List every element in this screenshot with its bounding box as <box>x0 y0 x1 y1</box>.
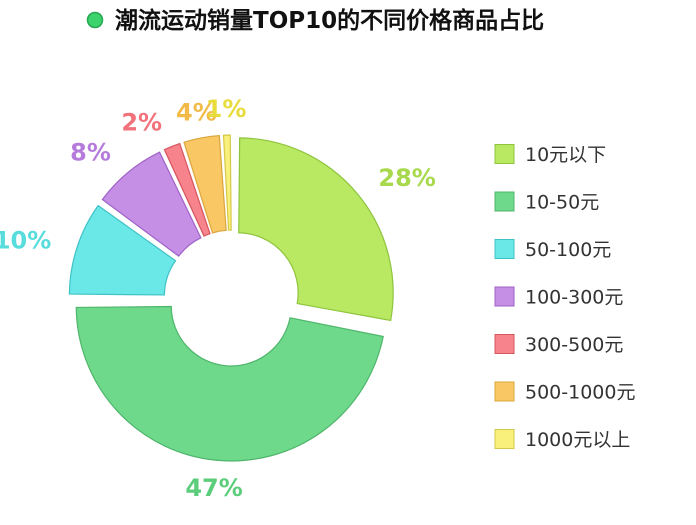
legend-item-4[interactable]: 100-300元 <box>494 286 623 309</box>
slice-7[interactable] <box>222 134 232 231</box>
percent-label-6: 4% <box>176 98 217 126</box>
slice-1[interactable] <box>238 137 394 322</box>
slice-3[interactable] <box>68 204 177 296</box>
percent-label-2: 47% <box>185 474 242 502</box>
legend-swatch <box>494 286 515 307</box>
percent-labels: 28% 47% 10% 8% 2% 4%1% <box>0 95 436 502</box>
legend-swatch <box>494 429 515 449</box>
legend-swatch <box>494 239 515 259</box>
legend-item-1[interactable]: 10元以下 <box>494 144 606 166</box>
legend-item-2[interactable]: 10-50元 <box>494 191 599 214</box>
percent-label-1: 28% <box>378 164 435 192</box>
donut-slices <box>68 134 394 462</box>
legend: 10元以下 10-50元 50-100元 100-300元 300-500元 500-10… <box>494 144 635 451</box>
percent-label-5: 2% <box>121 108 162 136</box>
slice-4[interactable] <box>101 151 202 257</box>
slice-2[interactable] <box>75 305 384 462</box>
legend-label: 100-300元 <box>525 287 623 309</box>
legend-item-5[interactable]: 300-500元 <box>494 334 623 356</box>
slice-5[interactable] <box>163 142 211 237</box>
slice-6[interactable] <box>183 134 227 234</box>
legend-item-6[interactable]: 500-1000元 <box>494 381 635 404</box>
title-dot-icon <box>86 11 104 29</box>
percent-label-7: 1% <box>206 95 247 123</box>
legend-label: 300-500元 <box>525 334 623 356</box>
legend-item-3[interactable]: 50-100元 <box>494 239 611 261</box>
percent-label-4: 8% <box>70 139 111 167</box>
chart-title-text: 潮流运动销量TOP10的不同价格商品占比 <box>115 7 544 34</box>
legend-label: 50-100元 <box>525 239 611 261</box>
chart-title: 潮流运动销量TOP10的不同价格商品占比 <box>86 7 544 34</box>
legend-item-7[interactable]: 1000元以上 <box>494 429 630 451</box>
legend-swatch <box>494 334 515 354</box>
legend-label: 10-50元 <box>525 192 599 214</box>
legend-label: 1000元以上 <box>525 429 630 451</box>
legend-label: 500-1000元 <box>525 382 635 404</box>
legend-swatch <box>494 191 515 212</box>
legend-swatch <box>494 381 515 402</box>
percent-label-3: 10% <box>0 226 51 254</box>
legend-label: 10元以下 <box>525 144 606 166</box>
legend-swatch <box>494 144 515 164</box>
